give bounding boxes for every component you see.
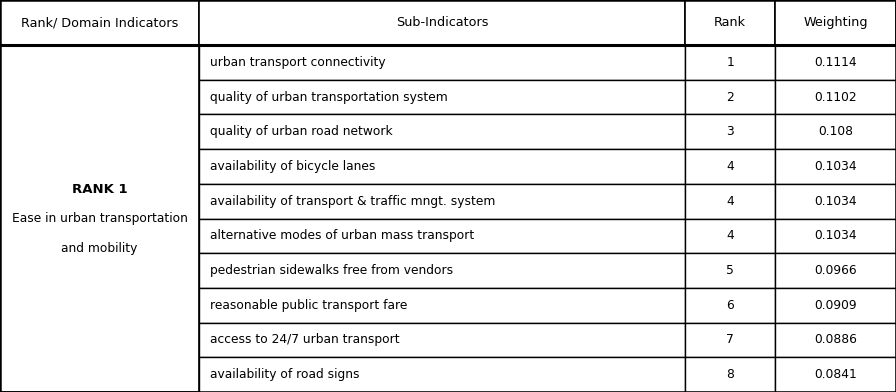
Bar — [199, 358, 685, 392]
Text: 2: 2 — [727, 91, 734, 103]
Text: 4: 4 — [727, 229, 734, 242]
Text: 7: 7 — [727, 334, 734, 347]
Bar — [775, 80, 896, 114]
Text: 0.1114: 0.1114 — [814, 56, 857, 69]
Text: availability of bicycle lanes: availability of bicycle lanes — [210, 160, 375, 173]
Bar — [199, 0, 685, 45]
Text: access to 24/7 urban transport: access to 24/7 urban transport — [210, 334, 400, 347]
Text: 0.1102: 0.1102 — [814, 91, 857, 103]
Bar — [685, 80, 775, 114]
Bar — [199, 218, 685, 253]
Text: 0.1034: 0.1034 — [814, 160, 857, 173]
Text: 0.0886: 0.0886 — [814, 334, 857, 347]
Text: 0.0966: 0.0966 — [814, 264, 857, 277]
Bar — [199, 45, 685, 80]
Text: 0.0841: 0.0841 — [814, 368, 857, 381]
Text: availability of road signs: availability of road signs — [210, 368, 359, 381]
Bar — [199, 114, 685, 149]
Bar — [775, 253, 896, 288]
Bar — [199, 80, 685, 114]
Text: RANK 1: RANK 1 — [72, 183, 127, 196]
Text: 4: 4 — [727, 195, 734, 208]
Bar — [199, 323, 685, 358]
Text: 4: 4 — [727, 160, 734, 173]
Text: 6: 6 — [727, 299, 734, 312]
Text: Rank/ Domain Indicators: Rank/ Domain Indicators — [21, 16, 178, 29]
Bar — [685, 114, 775, 149]
Bar — [685, 45, 775, 80]
Text: reasonable public transport fare: reasonable public transport fare — [210, 299, 407, 312]
Bar — [199, 184, 685, 219]
Text: 1: 1 — [727, 56, 734, 69]
Text: Weighting: Weighting — [804, 16, 867, 29]
Bar — [0, 45, 199, 392]
Text: quality of urban road network: quality of urban road network — [210, 125, 392, 138]
Bar — [685, 288, 775, 323]
Text: 0.1034: 0.1034 — [814, 229, 857, 242]
Text: availability of transport & traffic mngt. system: availability of transport & traffic mngt… — [210, 195, 495, 208]
Bar — [685, 218, 775, 253]
Bar — [775, 288, 896, 323]
Text: 0.1034: 0.1034 — [814, 195, 857, 208]
Text: Rank: Rank — [714, 16, 746, 29]
Bar — [685, 184, 775, 219]
Bar — [775, 323, 896, 358]
Text: urban transport connectivity: urban transport connectivity — [210, 56, 385, 69]
Bar — [685, 149, 775, 184]
Text: 3: 3 — [727, 125, 734, 138]
Text: Sub-Indicators: Sub-Indicators — [396, 16, 488, 29]
Bar — [685, 253, 775, 288]
Bar — [199, 149, 685, 184]
Bar — [199, 288, 685, 323]
Text: quality of urban transportation system: quality of urban transportation system — [210, 91, 447, 103]
Bar — [775, 358, 896, 392]
Bar — [775, 0, 896, 45]
Text: 5: 5 — [727, 264, 734, 277]
Text: Ease in urban transportation: Ease in urban transportation — [12, 212, 187, 225]
Text: 0.0909: 0.0909 — [814, 299, 857, 312]
Text: alternative modes of urban mass transport: alternative modes of urban mass transpor… — [210, 229, 474, 242]
Bar — [199, 253, 685, 288]
Bar — [775, 184, 896, 219]
Bar — [775, 218, 896, 253]
Text: 0.108: 0.108 — [818, 125, 853, 138]
Bar — [685, 0, 775, 45]
Text: pedestrian sidewalks free from vendors: pedestrian sidewalks free from vendors — [210, 264, 452, 277]
Bar — [0, 0, 199, 45]
Text: and mobility: and mobility — [61, 241, 138, 254]
Bar — [685, 323, 775, 358]
Bar — [685, 358, 775, 392]
Bar — [775, 45, 896, 80]
Text: 8: 8 — [727, 368, 734, 381]
Bar — [775, 114, 896, 149]
Bar — [775, 149, 896, 184]
